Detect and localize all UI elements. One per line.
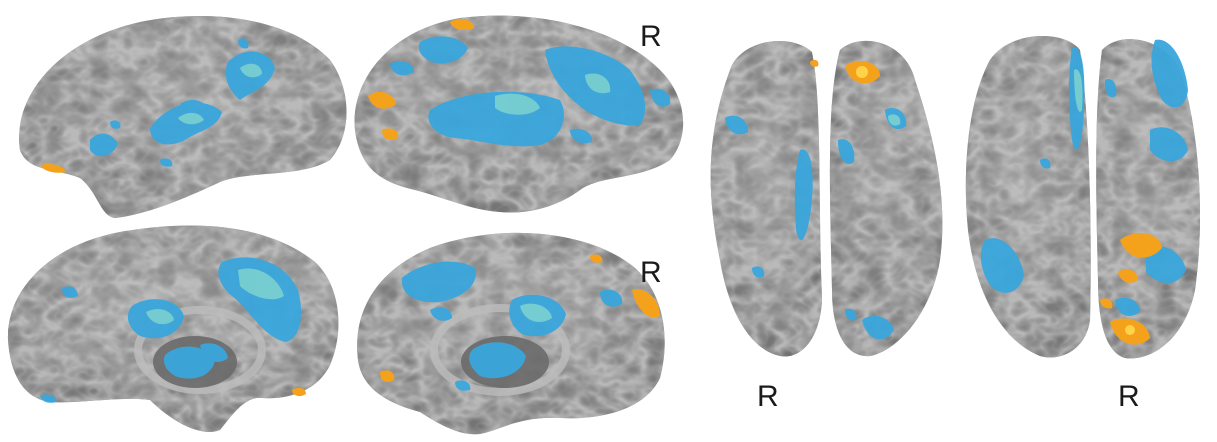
ventral-view <box>710 40 943 357</box>
right-medial-view <box>357 232 665 435</box>
hemisphere-label-ventral: R <box>757 380 779 413</box>
hemisphere-label-dorsal: R <box>1118 380 1140 413</box>
left-medial-view <box>7 225 339 432</box>
right-lateral-view <box>354 15 684 213</box>
left-lateral-view <box>19 16 347 218</box>
dorsal-view <box>965 36 1200 359</box>
hemisphere-label-lateral: R <box>640 20 662 53</box>
hemisphere-label-medial: R <box>640 256 662 289</box>
